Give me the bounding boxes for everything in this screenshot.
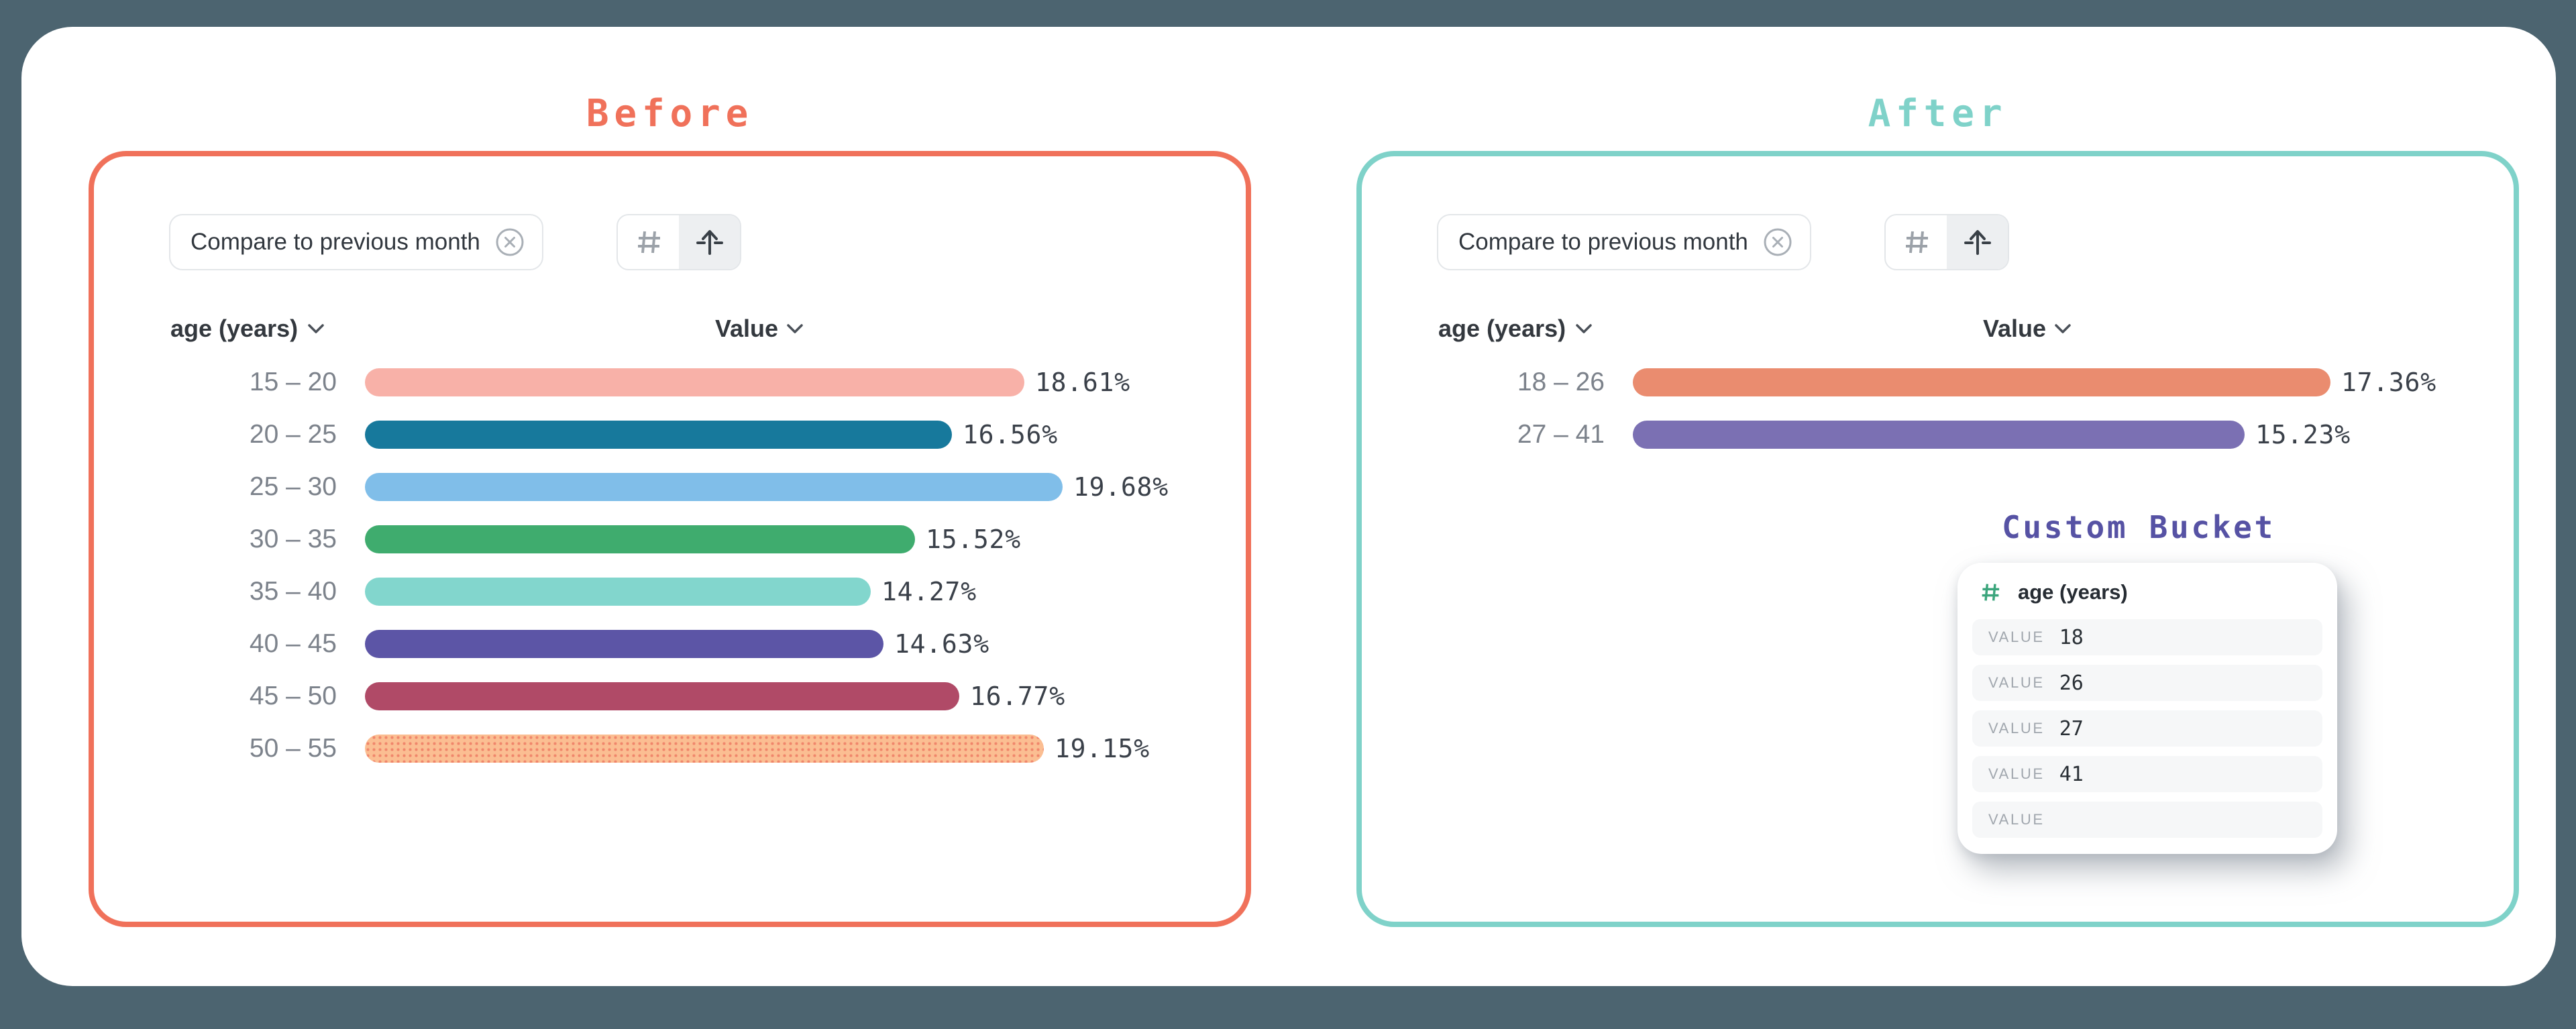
arrow-up-from-line-icon <box>1962 227 1993 258</box>
bar-value-label: 16.56% <box>963 420 1058 449</box>
bucket-value-field-label: VALUE <box>1988 720 2045 737</box>
bucket-mode-button[interactable] <box>1947 215 2008 269</box>
numeric-mode-button[interactable] <box>1886 215 1947 269</box>
panel-after-title: After <box>1868 92 2008 136</box>
hash-icon <box>1902 227 1931 257</box>
bar <box>365 578 871 606</box>
chart-row: 25 – 30 19.68% <box>89 461 1251 513</box>
dimension-header-label: age (years) <box>1438 315 1566 342</box>
chip-close-icon[interactable] <box>495 227 525 257</box>
bar-category-label: 25 – 30 <box>249 472 337 501</box>
panel-before: Before Compare to previous month <box>89 92 1251 927</box>
chart-row: 45 – 50 16.77% <box>89 670 1251 722</box>
bucket-value-field-label: VALUE <box>1988 629 2045 645</box>
bar <box>365 630 883 658</box>
bar <box>1633 368 2330 396</box>
compare-chip[interactable]: Compare to previous month <box>1437 214 1811 270</box>
bar-category-label: 27 – 41 <box>1517 420 1605 449</box>
bucket-value-input[interactable]: VALUE 41 <box>1972 756 2322 792</box>
bar-category-label: 15 – 20 <box>249 368 337 396</box>
chevron-down-icon <box>307 323 325 335</box>
column-headers: age (years) Value <box>89 315 1251 347</box>
chevron-down-icon <box>1575 323 1593 335</box>
chart-mode-toggle <box>1884 214 2009 270</box>
compare-chip-label: Compare to previous month <box>1458 229 1748 255</box>
chart-row: 40 – 45 14.63% <box>89 618 1251 670</box>
chevron-down-icon <box>2054 323 2072 335</box>
bucket-value-field-label: VALUE <box>1988 674 2045 691</box>
bar-chart-after: 18 – 26 17.36% 27 – 41 15.23% <box>1356 356 2519 461</box>
bucket-value-field-label: VALUE <box>1988 765 2045 782</box>
bucket-rows: VALUE 18 VALUE 26 VALUE 27 VALUE 41 VALUE <box>1972 619 2322 838</box>
arrow-up-from-line-icon <box>694 227 725 258</box>
dimension-header-label: age (years) <box>170 315 299 342</box>
value-header-dropdown[interactable]: Value <box>1983 315 2072 343</box>
bar <box>365 682 959 710</box>
bar-value-label: 15.52% <box>926 525 1021 554</box>
chart-row: 30 – 35 15.52% <box>89 513 1251 565</box>
chart-row: 50 – 55 19.15% <box>89 722 1251 775</box>
content-card: Before Compare to previous month <box>21 27 2556 986</box>
dimension-header-dropdown[interactable]: age (years) <box>170 315 325 343</box>
value-header-dropdown[interactable]: Value <box>715 315 804 343</box>
bucket-value-text: 41 <box>2059 762 2084 786</box>
numeric-mode-button[interactable] <box>618 215 679 269</box>
chevron-down-icon <box>786 323 804 335</box>
bar-value-label: 19.68% <box>1073 472 1169 502</box>
bucket-field-header: age (years) <box>1972 580 2322 619</box>
bucket-value-input[interactable]: VALUE <box>1972 802 2322 838</box>
bucket-value-text: 27 <box>2059 716 2084 741</box>
chart-row: 15 – 20 18.61% <box>89 356 1251 409</box>
bar-category-label: 35 – 40 <box>249 577 337 606</box>
panel-after: After Compare to previous month <box>1356 92 2519 927</box>
chart-row: 20 – 25 16.56% <box>89 409 1251 461</box>
bucket-value-input[interactable]: VALUE 27 <box>1972 710 2322 747</box>
compare-chip[interactable]: Compare to previous month <box>169 214 543 270</box>
bar <box>1633 421 2245 449</box>
bar <box>365 368 1024 396</box>
chip-close-icon[interactable] <box>1763 227 1792 257</box>
bar <box>365 525 915 553</box>
bar-value-label: 17.36% <box>2341 368 2436 397</box>
bar-value-label: 19.15% <box>1055 734 1150 763</box>
bar-value-label: 16.77% <box>970 682 1065 711</box>
custom-bucket-title: Custom Bucket <box>2002 509 2275 545</box>
bar-value-label: 15.23% <box>2255 420 2351 449</box>
bucket-value-field-label: VALUE <box>1988 811 2045 828</box>
hash-icon <box>1979 581 2002 604</box>
bar <box>365 421 952 449</box>
hash-icon <box>634 227 663 257</box>
bar-category-label: 45 – 50 <box>249 682 337 710</box>
chart-row: 35 – 40 14.27% <box>89 565 1251 618</box>
bar-category-label: 40 – 45 <box>249 629 337 658</box>
bucket-mode-button[interactable] <box>679 215 740 269</box>
value-header-label: Value <box>714 315 779 342</box>
column-headers: age (years) Value <box>1356 315 2519 347</box>
chart-row: 18 – 26 17.36% <box>1356 356 2519 409</box>
bar <box>365 735 1044 763</box>
bar-category-label: 30 – 35 <box>249 525 337 553</box>
bar-category-label: 18 – 26 <box>1517 368 1605 396</box>
custom-bucket-popup: age (years) VALUE 18 VALUE 26 VALUE 27 VALUE 41… <box>1957 563 2337 854</box>
bar-chart-before: 15 – 20 18.61% 20 – 25 16.56% 25 – 30 19.68% 3… <box>89 356 1251 775</box>
bar-value-label: 14.27% <box>881 577 977 606</box>
dimension-header-dropdown[interactable]: age (years) <box>1438 315 1593 343</box>
panel-before-title: Before <box>586 92 754 136</box>
bucket-value-input[interactable]: VALUE 18 <box>1972 619 2322 655</box>
bucket-value-text: 26 <box>2059 671 2084 695</box>
bucket-value-text: 18 <box>2059 625 2084 649</box>
bar-category-label: 50 – 55 <box>249 734 337 763</box>
bar-category-label: 20 – 25 <box>249 420 337 449</box>
bucket-field-label: age (years) <box>2018 580 2128 604</box>
bucket-value-input[interactable]: VALUE 26 <box>1972 665 2322 701</box>
chart-row: 27 – 41 15.23% <box>1356 409 2519 461</box>
compare-chip-label: Compare to previous month <box>191 229 480 255</box>
bar <box>365 473 1063 501</box>
chart-mode-toggle <box>616 214 741 270</box>
bar-value-label: 18.61% <box>1035 368 1130 397</box>
value-header-label: Value <box>1982 315 2047 342</box>
bar-value-label: 14.63% <box>894 629 989 659</box>
